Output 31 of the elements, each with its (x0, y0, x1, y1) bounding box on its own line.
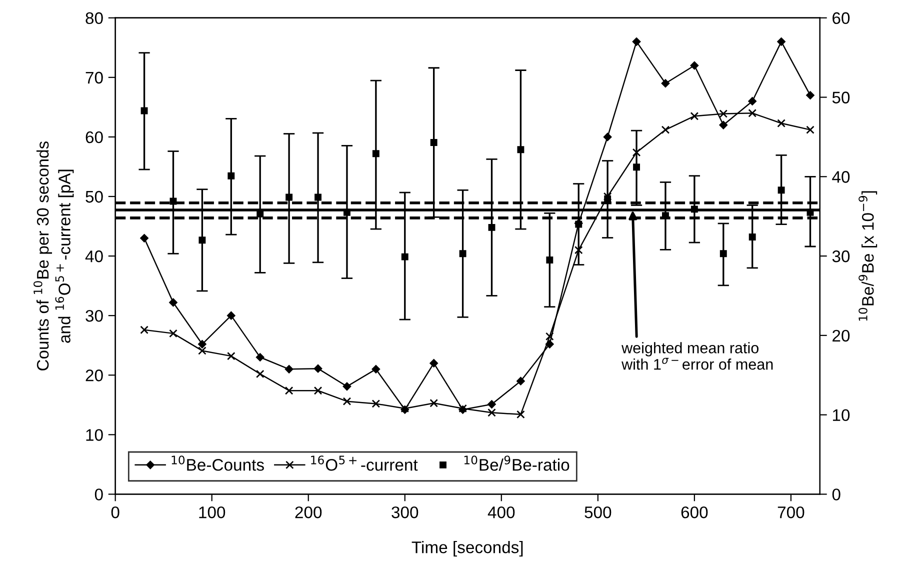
x-tick-label: 700 (778, 506, 804, 518)
legend-label: $^{10}$Be-Counts (172, 456, 264, 471)
legend-label: $^{16}$O$^{5+}$-current (311, 456, 418, 471)
y-tick-label: 80 (86, 12, 103, 24)
x-tick-label: 600 (681, 506, 708, 518)
y-tick-label: 30 (86, 310, 103, 322)
y2-tick-label: 60 (832, 12, 850, 24)
x-tick-label: 500 (584, 506, 612, 518)
y-tick-label: 40 (85, 250, 103, 262)
y2-tick-label: 0 (832, 488, 840, 500)
y-tick-label: 60 (86, 131, 103, 144)
x-axis-title: Time [seconds] (412, 540, 523, 557)
x-tick-label: 400 (488, 506, 515, 518)
y2-tick-label: 40 (832, 171, 850, 183)
x-tick-label: 0 (111, 506, 120, 518)
y-tick-label: 70 (86, 72, 103, 84)
y2-tick-label: 50 (832, 92, 850, 104)
y-tick-label: 50 (86, 190, 103, 203)
text: Counts of $^{10}$Be per 30 seconds and $^{16}$O$^{5+}$-current [pA] (34, 141, 74, 370)
x-tick-label: 100 (199, 506, 226, 518)
y2-axis-title: $^{10}$Be/$^{9}$Be [x 10$^{−9}$] (858, 191, 878, 321)
x-tick-label: 300 (392, 506, 418, 518)
y2-tick-label: 30 (832, 250, 850, 262)
annotation: weighted mean ratio with 1$^{σ−}$error of mean (622, 342, 773, 370)
y-tick-label: 20 (86, 370, 103, 382)
x-tick-label: 200 (295, 506, 322, 518)
y2-tick-label: 20 (832, 330, 850, 342)
y2-tick-label: 10 (832, 409, 850, 422)
y-tick-label: 0 (94, 488, 103, 500)
y-tick-label: 10 (86, 429, 103, 441)
legend-label: $^{10}$Be/$^{9}$Be-ratio (464, 456, 570, 471)
